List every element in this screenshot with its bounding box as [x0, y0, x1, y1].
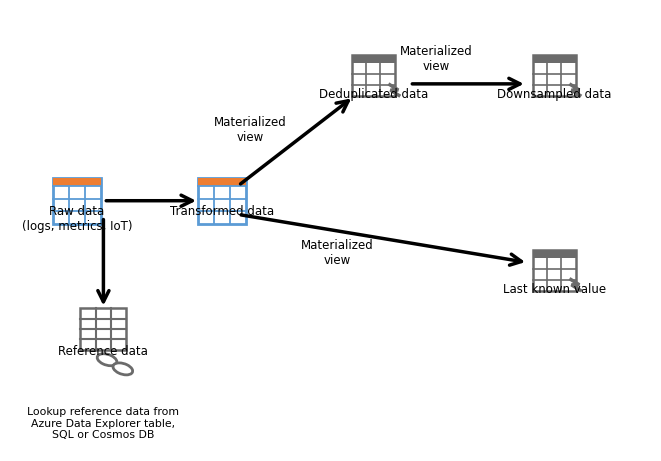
Ellipse shape	[97, 354, 117, 366]
Text: Downsampled data: Downsampled data	[497, 89, 611, 101]
Text: Materialized
view: Materialized view	[301, 239, 373, 267]
Text: Transformed data: Transformed data	[170, 205, 274, 219]
Bar	[54, 178, 100, 186]
Text: Lookup reference data from
Azure Data Explorer table,
SQL or Cosmos DB: Lookup reference data from Azure Data Ex…	[27, 407, 179, 440]
Bar	[533, 55, 576, 96]
Text: Deduplicated data: Deduplicated data	[319, 89, 428, 101]
Text: Materialized
view: Materialized view	[214, 116, 287, 144]
Bar	[81, 308, 126, 349]
Bar	[352, 55, 395, 96]
Bar	[533, 55, 576, 63]
Text: Reference data: Reference data	[58, 345, 148, 358]
Bar	[198, 178, 246, 224]
Bar	[533, 250, 576, 258]
Text: Materialized
view: Materialized view	[399, 45, 472, 73]
Text: Last known value: Last known value	[503, 283, 606, 296]
Bar	[198, 178, 246, 186]
Bar	[54, 178, 100, 224]
Bar	[533, 250, 576, 291]
Ellipse shape	[113, 363, 133, 375]
Bar	[352, 55, 395, 63]
Text: Raw data
(logs, metrics, IoT): Raw data (logs, metrics, IoT)	[22, 205, 132, 233]
